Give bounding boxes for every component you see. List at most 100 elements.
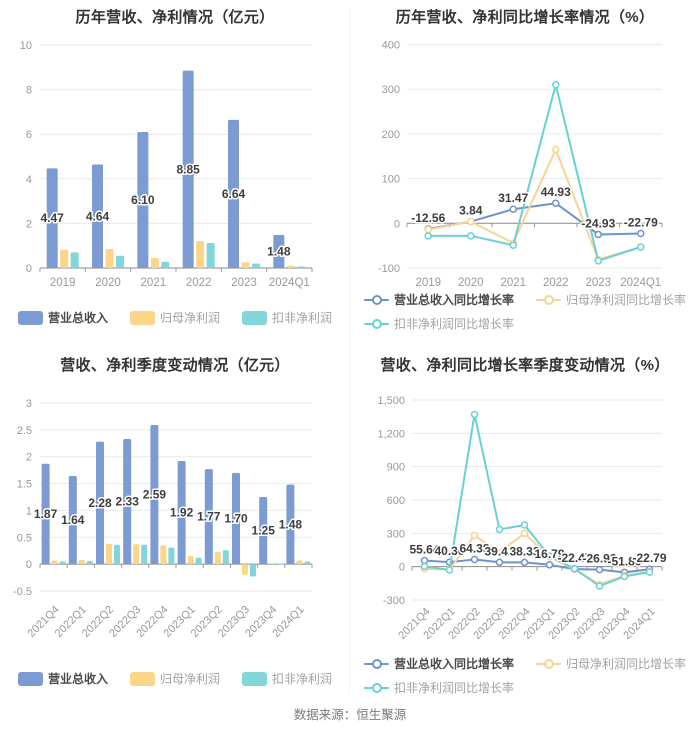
bar — [297, 266, 306, 268]
legend-item-series-0[interactable]: 营业总收入同比增长率 — [363, 291, 514, 308]
bar — [196, 241, 205, 268]
legend-swatch-icon — [17, 671, 43, 686]
legend-item-series-1[interactable]: 归母净利润 — [129, 670, 220, 687]
y-tick-label: 600 — [387, 495, 405, 507]
bar — [228, 119, 239, 268]
bar-series-0 — [41, 425, 295, 565]
data-point — [495, 525, 504, 534]
value-label: 2.59 — [143, 488, 167, 502]
y-tick-label: 100 — [382, 174, 400, 186]
legend-swatch-icon — [242, 671, 267, 686]
bar — [296, 560, 303, 565]
data-point — [445, 566, 454, 574]
line-series-2 — [420, 410, 654, 590]
legend-swatch-icon — [17, 310, 43, 325]
data-point — [552, 199, 560, 207]
y-tick-label: 0 — [394, 218, 400, 230]
value-label: 1.92 — [170, 506, 194, 520]
bar — [241, 262, 250, 268]
legend-label: 扣非净利润 — [272, 311, 333, 325]
data-point — [420, 562, 429, 571]
value-label: 6.10 — [131, 193, 155, 207]
bar — [86, 560, 93, 565]
bar — [68, 476, 77, 565]
bar — [150, 257, 159, 268]
legend-item-series-2[interactable]: 扣非净利润同比增长率 — [363, 315, 514, 332]
annual-revenue-profit-bar-chart: 0 2 4 6 8 10 4.47 4.64 6.10 8.85 6.64 1.48 2019 2020 2… — [20, 40, 313, 289]
x-tick-label: 2019 — [415, 277, 441, 289]
data-point — [467, 217, 475, 226]
legend-label: 营业总收入同比增长率 — [393, 293, 514, 307]
legend-swatch-icon — [242, 310, 267, 325]
legend-line-icon — [363, 317, 389, 331]
series-line — [428, 83, 642, 262]
data-point — [424, 225, 432, 234]
data-point — [637, 243, 645, 251]
y-tick-label: 200 — [382, 129, 400, 141]
data-point — [520, 558, 529, 567]
data-point — [594, 230, 602, 239]
bar — [114, 544, 120, 565]
panel-quarterly-amounts-chart: 营收、净利季度变动情况（亿元） -0.5 0 0.5 1 1.5 2 2.5 3 1.87 1.6… — [0, 340, 350, 700]
series-line — [424, 413, 650, 588]
legend: 营业总收入 归母净利润 扣非净利润 — [0, 670, 350, 687]
bar — [195, 557, 202, 565]
value-label: 3.84 — [459, 204, 483, 218]
y-tick-label: 2 — [26, 218, 32, 230]
value-label: 38.33 — [509, 544, 539, 558]
y-tick-label: -300 — [383, 595, 405, 607]
value-label: 1.87 — [34, 507, 58, 521]
legend-item-series-2[interactable]: 扣非净利润同比增长率 — [363, 679, 514, 696]
value-label: 2.28 — [88, 496, 112, 510]
data-point — [595, 582, 604, 590]
bar — [222, 550, 229, 565]
data-point — [645, 568, 654, 576]
legend-item-series-1[interactable]: 归母净利润 — [129, 309, 220, 326]
legend-item-series-2[interactable]: 扣非净利润 — [242, 670, 332, 687]
chart-title: 历年营收、净利情况（亿元） — [75, 9, 275, 26]
data-point — [424, 232, 432, 240]
quarterly-revenue-profit-bar-chart: -0.5 0 0.5 1 1.5 2 2.5 3 1.87 1.642.28 2.33 2.591.9… — [13, 398, 313, 640]
bar — [273, 234, 285, 268]
data-point — [594, 257, 602, 265]
legend-item-series-2[interactable]: 扣非净利润 — [242, 309, 332, 326]
legend-item-series-1[interactable]: 归母净利润同比增长率 — [536, 655, 686, 672]
quarterly-growth-rate-line-chart: -30003006009001,2001,50055.6440.3064.383… — [377, 395, 668, 642]
x-tick-label: 2022 — [186, 277, 212, 289]
bar — [286, 484, 295, 565]
x-tick-label: 2023 — [231, 277, 257, 289]
y-tick-label: 1,200 — [377, 428, 405, 440]
bar — [78, 559, 85, 565]
bar — [59, 561, 66, 565]
legend-item-series-0[interactable]: 营业总收入 — [17, 309, 108, 326]
bar — [214, 551, 221, 565]
value-label: -26.93 — [582, 552, 616, 566]
bar — [106, 543, 112, 565]
bar — [51, 560, 58, 565]
data-point — [495, 558, 504, 567]
legend-swatch-icon — [129, 310, 155, 325]
value-label: 1.48 — [279, 517, 303, 531]
bar — [161, 261, 170, 268]
y-tick-label: 8 — [26, 85, 32, 97]
bar — [252, 263, 260, 268]
data-point — [545, 561, 554, 569]
legend: 营业总收入同比增长率 归母净利润同比增长率扣非净利润同比增长率 — [350, 655, 700, 696]
value-label: 39.42 — [484, 544, 514, 558]
bar-series-1 — [60, 241, 295, 268]
bar-series-1 — [51, 543, 303, 575]
y-tick-label: 1 — [26, 505, 32, 517]
legend-item-series-0[interactable]: 营业总收入 — [17, 670, 108, 687]
legend-item-series-1[interactable]: 归母净利润同比增长率 — [536, 291, 686, 308]
data-point — [470, 555, 479, 564]
legend-swatch-icon — [129, 671, 155, 686]
data-point — [552, 80, 560, 89]
x-tick-label: 2019 — [50, 277, 76, 289]
value-label: -22.79 — [632, 551, 666, 565]
data-point — [620, 572, 629, 581]
legend-item-series-0[interactable]: 营业总收入同比增长率 — [363, 655, 514, 672]
y-tick-label: 0.5 — [17, 532, 32, 544]
bar — [133, 544, 140, 565]
data-point — [545, 552, 554, 560]
value-label: 2.33 — [116, 495, 140, 509]
